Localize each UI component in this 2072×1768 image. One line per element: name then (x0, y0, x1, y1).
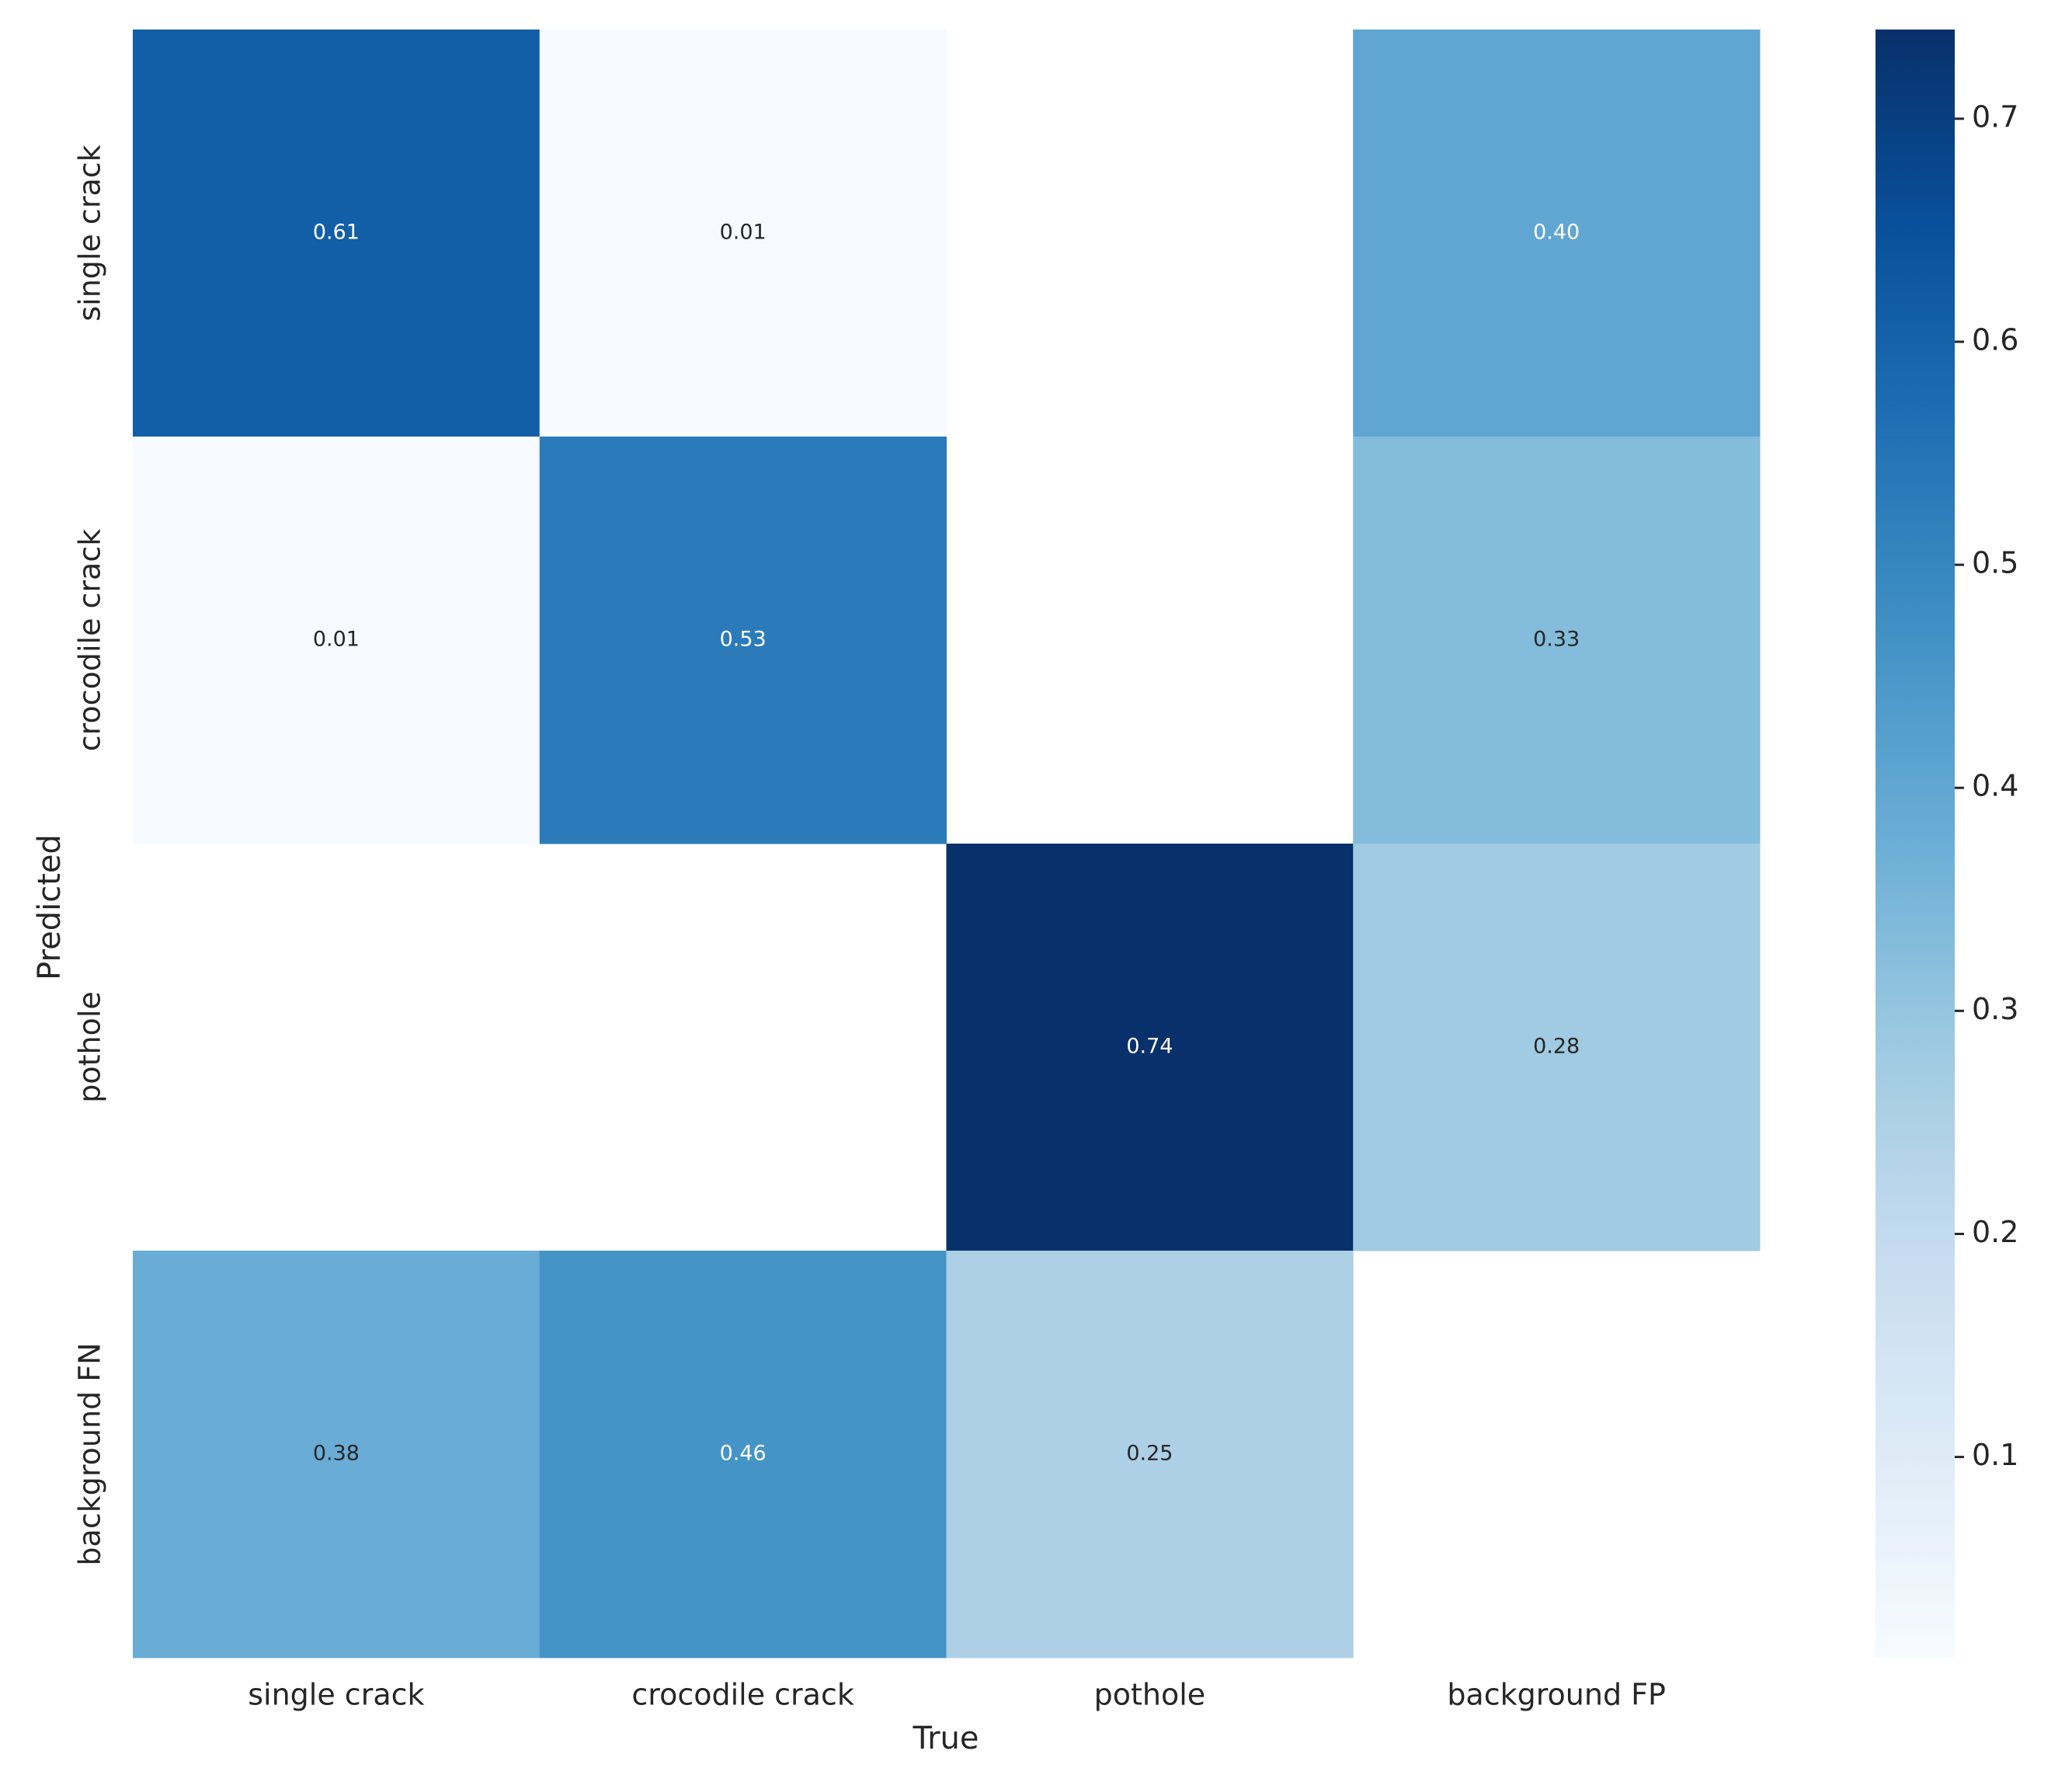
colorbar-tick-label: 0.6 (1972, 322, 2018, 357)
heatmap-cell (539, 437, 947, 844)
cell-label: 0.01 (720, 221, 767, 245)
cell-label: 0.25 (1126, 1442, 1173, 1466)
x-tick-label: pothole (1094, 1678, 1206, 1712)
cell-label: 0.53 (720, 628, 767, 652)
cell-label: 0.46 (720, 1442, 767, 1466)
colorbar-tick-label: 0.3 (1972, 992, 2018, 1026)
cell-label: 0.33 (1533, 628, 1580, 652)
cell-label: 0.74 (1126, 1035, 1173, 1059)
heatmap-cell (946, 844, 1354, 1251)
heatmap-cell (1353, 30, 1761, 437)
cell-label: 0.28 (1533, 1035, 1580, 1059)
colorbar-tick-label: 0.1 (1972, 1438, 2018, 1472)
y-tick-label: background FN (73, 1342, 107, 1565)
cell-label: 0.38 (313, 1442, 360, 1466)
colorbar (1876, 30, 1955, 1658)
heatmap-cell (539, 30, 947, 437)
heatmap-cell (539, 1251, 947, 1658)
colorbar-tick-label: 0.2 (1972, 1215, 2018, 1249)
x-tick-label: crocodile crack (631, 1678, 853, 1712)
heatmap-cell (1353, 437, 1761, 844)
y-tick-label: crocodile crack (73, 529, 107, 751)
cell-label: 0.40 (1533, 221, 1580, 245)
cell-label: 0.01 (313, 628, 360, 652)
cell-label: 0.61 (313, 221, 360, 245)
colorbar-tick-label: 0.4 (1972, 769, 2018, 803)
heatmap-cell (946, 1251, 1354, 1658)
x-tick-label: background FP (1447, 1678, 1666, 1712)
heatmap-cell (133, 437, 541, 844)
colorbar-tick-label: 0.5 (1972, 546, 2018, 580)
heatmap-cell (133, 30, 541, 437)
y-axis-label: Predicted (32, 834, 68, 980)
y-tick-label: pothole (73, 991, 107, 1103)
colorbar-tick-label: 0.7 (1972, 99, 2018, 134)
heatmap-cell (1353, 844, 1761, 1251)
x-axis-label: True (913, 1721, 979, 1756)
heatmap-cell (133, 1251, 541, 1658)
x-tick-label: single crack (248, 1678, 424, 1712)
y-tick-label: single crack (73, 144, 107, 321)
